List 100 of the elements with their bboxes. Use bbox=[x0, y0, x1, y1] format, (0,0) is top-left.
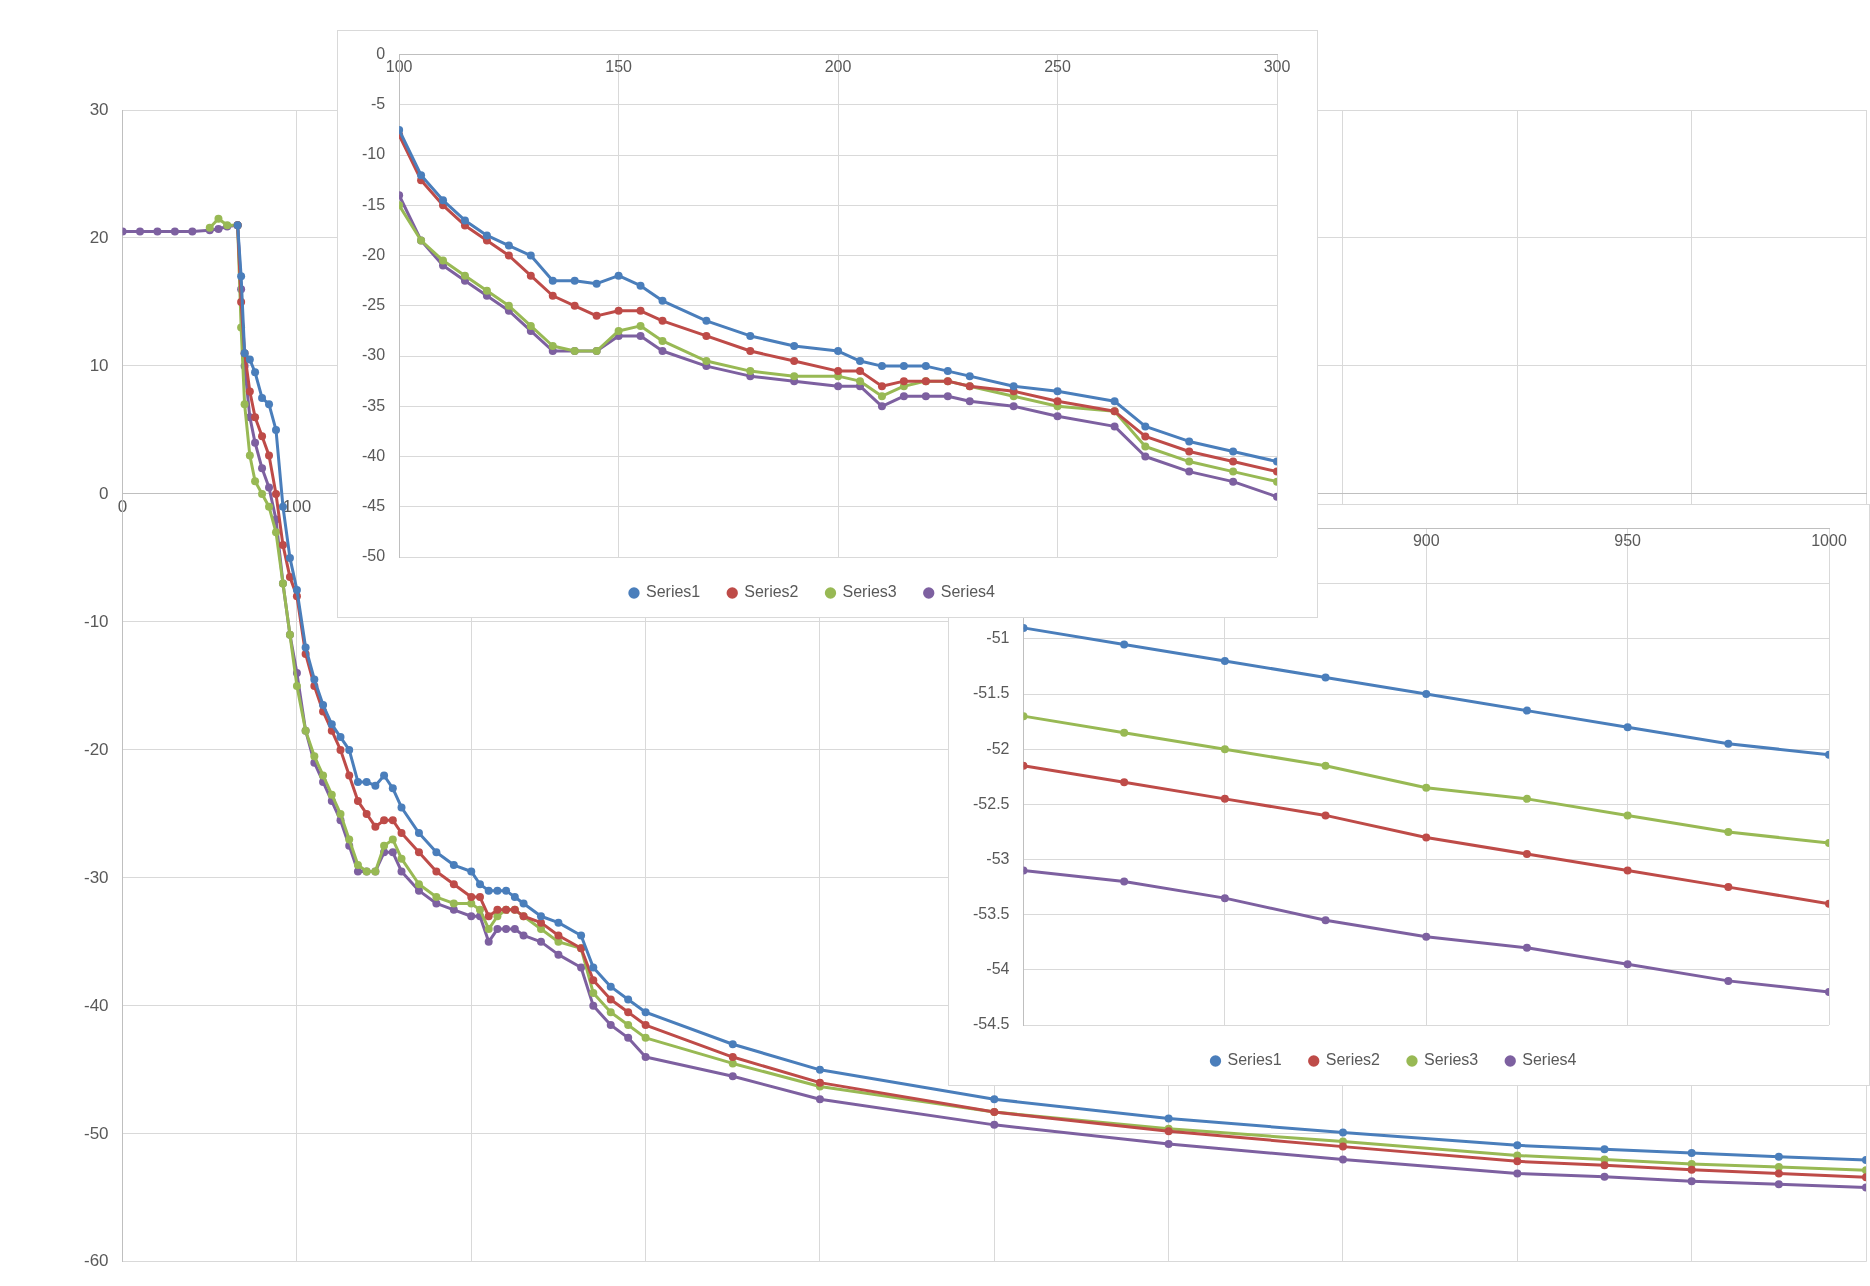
point bbox=[1724, 827, 1733, 836]
point bbox=[482, 286, 491, 295]
point bbox=[1120, 778, 1129, 787]
point bbox=[327, 790, 336, 799]
point bbox=[292, 585, 301, 594]
point bbox=[526, 271, 535, 280]
point bbox=[1110, 422, 1119, 431]
point bbox=[327, 720, 336, 729]
y-tick-label: -52.5 bbox=[973, 794, 1010, 812]
point bbox=[641, 1021, 650, 1030]
point bbox=[1600, 1161, 1609, 1170]
point bbox=[790, 341, 799, 350]
point bbox=[554, 931, 563, 940]
point bbox=[310, 675, 319, 684]
point bbox=[990, 1120, 999, 1129]
point bbox=[877, 392, 886, 401]
x-tick-label: 250 bbox=[1044, 57, 1071, 75]
point bbox=[237, 272, 246, 281]
point bbox=[1164, 1114, 1173, 1123]
point bbox=[702, 357, 711, 366]
y-tick-label: -25 bbox=[362, 296, 386, 314]
point bbox=[1220, 794, 1229, 803]
point bbox=[658, 336, 667, 345]
point bbox=[484, 912, 493, 921]
point bbox=[214, 225, 223, 234]
point bbox=[519, 899, 528, 908]
point bbox=[345, 771, 354, 780]
point bbox=[380, 816, 389, 825]
point bbox=[417, 171, 426, 180]
point bbox=[388, 835, 397, 844]
point bbox=[1053, 412, 1062, 421]
point bbox=[1321, 811, 1330, 820]
y-tick-label: -50 bbox=[83, 1123, 109, 1143]
point bbox=[1774, 1169, 1783, 1178]
x-tick-label: 950 bbox=[1614, 531, 1642, 549]
point bbox=[577, 931, 586, 940]
point bbox=[815, 1065, 824, 1074]
y-tick-label: -40 bbox=[83, 995, 109, 1015]
point bbox=[570, 276, 579, 285]
point bbox=[536, 912, 545, 921]
point bbox=[397, 854, 406, 863]
y-tick-label: -20 bbox=[362, 245, 386, 263]
point bbox=[1774, 1163, 1783, 1172]
y-tick-label: -5 bbox=[370, 95, 386, 113]
point bbox=[1623, 960, 1632, 969]
point bbox=[371, 781, 380, 790]
point bbox=[504, 241, 513, 250]
point bbox=[251, 413, 260, 422]
point bbox=[856, 357, 865, 366]
point bbox=[965, 397, 974, 406]
legend-label: Series2 bbox=[744, 583, 799, 601]
y-tick-label: -52 bbox=[986, 739, 1010, 757]
point bbox=[1141, 452, 1150, 461]
y-tick-label: -20 bbox=[83, 739, 109, 759]
point bbox=[271, 489, 280, 498]
y-tick-label: -50 bbox=[362, 547, 386, 565]
point bbox=[1220, 894, 1229, 903]
point bbox=[1321, 673, 1330, 682]
point bbox=[728, 1053, 737, 1062]
point bbox=[790, 372, 799, 381]
point bbox=[1321, 761, 1330, 770]
point bbox=[1724, 883, 1733, 892]
point bbox=[1422, 833, 1431, 842]
point bbox=[728, 1072, 737, 1081]
point bbox=[899, 392, 908, 401]
point bbox=[388, 848, 397, 857]
legend-label: Series3 bbox=[842, 583, 897, 601]
point bbox=[614, 306, 623, 315]
point bbox=[624, 995, 633, 1004]
point bbox=[641, 1053, 650, 1062]
point bbox=[1522, 706, 1531, 715]
point bbox=[1623, 723, 1632, 732]
point bbox=[1774, 1152, 1783, 1161]
point bbox=[245, 355, 254, 364]
point bbox=[658, 316, 667, 325]
y-tick-label: 10 bbox=[89, 355, 109, 375]
point bbox=[380, 841, 389, 850]
point bbox=[1229, 457, 1238, 466]
point bbox=[353, 777, 362, 786]
point bbox=[658, 296, 667, 305]
point bbox=[519, 931, 528, 940]
point bbox=[589, 989, 598, 998]
point bbox=[536, 937, 545, 946]
point bbox=[1321, 916, 1330, 925]
point bbox=[589, 963, 598, 972]
point bbox=[636, 281, 645, 290]
x-tick-label: 1000 bbox=[1811, 531, 1847, 549]
point bbox=[362, 809, 371, 818]
point bbox=[877, 402, 886, 411]
point bbox=[834, 367, 843, 376]
point bbox=[554, 950, 563, 959]
point bbox=[510, 925, 519, 934]
x-tick-label: 100 bbox=[385, 57, 413, 75]
y-tick-label: -35 bbox=[362, 396, 386, 414]
point bbox=[475, 893, 484, 902]
point bbox=[310, 752, 319, 761]
point bbox=[251, 438, 260, 447]
point bbox=[728, 1040, 737, 1049]
point bbox=[510, 893, 519, 902]
point bbox=[1120, 728, 1129, 737]
